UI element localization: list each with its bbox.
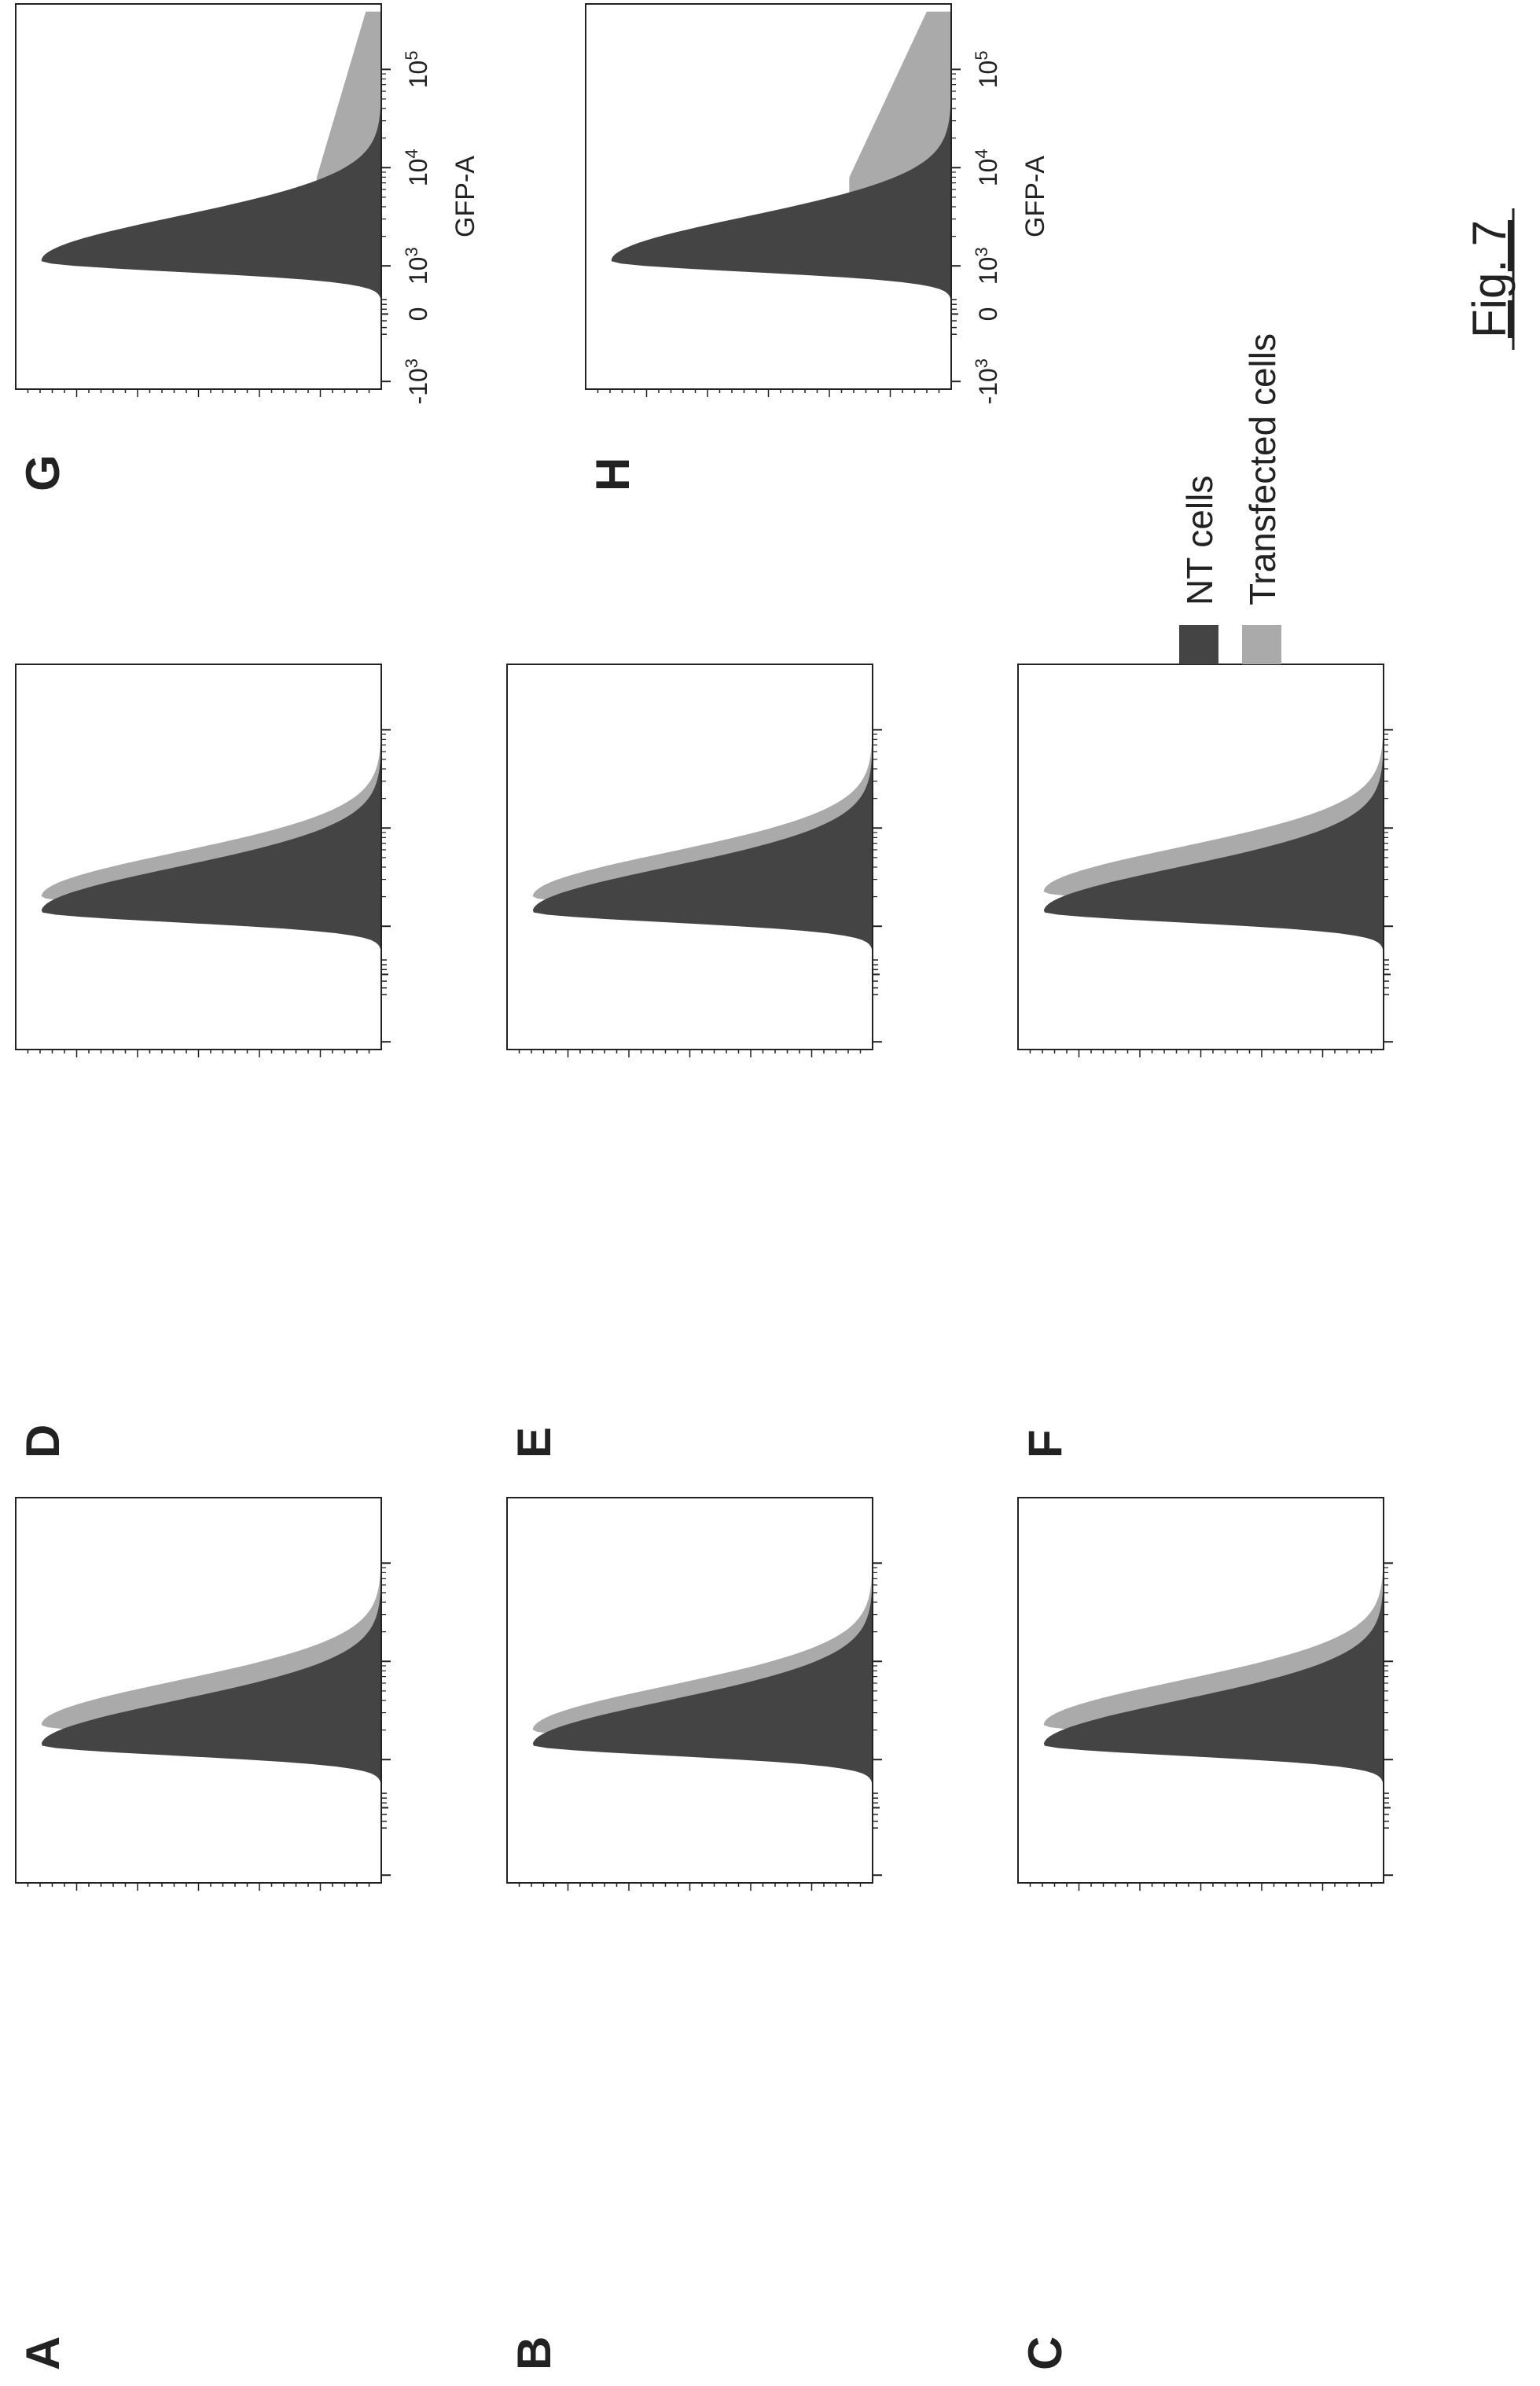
histogram-transfected-cells: [1043, 671, 1384, 1042]
panel-label: H: [586, 458, 639, 491]
histogram-transfected-cells: [41, 1505, 381, 1876]
histogram-panel-b: B: [506, 1497, 882, 2370]
histogram-nt-cells: [41, 11, 381, 382]
panel-label: D: [17, 1425, 69, 1458]
histogram-nt-cells: [611, 11, 951, 382]
histogram-transfected-cells: [532, 1505, 873, 1876]
histogram-panel-d: D: [15, 664, 391, 1458]
histogram-panel-a: A: [15, 1497, 391, 2370]
legend-label-nt-cells: NT cells: [1179, 476, 1220, 605]
histogram-nt-cells: [1043, 1505, 1384, 1876]
legend: NT cells Transfected cells: [1179, 333, 1283, 664]
panel-label: E: [508, 1427, 561, 1458]
histogram-nt-cells: [1043, 671, 1384, 1042]
panel-label: A: [17, 2336, 69, 2370]
x-tick-label: 104: [972, 149, 1002, 186]
histogram-nt-cells: [41, 1505, 381, 1876]
histogram-panel-g: -103 0 103 104 105 GFP-A G: [15, 3, 480, 491]
histogram-transfected-cells: [532, 671, 873, 1042]
histogram-nt-cells: [41, 671, 381, 1042]
x-tick-label: -103: [402, 358, 432, 405]
x-tick-label: 105: [972, 50, 1002, 88]
x-tick-label: 103: [972, 247, 1002, 285]
x-tick-label: 103: [402, 247, 432, 285]
histogram-nt-cells: [532, 671, 873, 1042]
x-tick-label: 0: [404, 307, 432, 322]
histogram-transfected-cells: [1043, 1505, 1384, 1876]
histogram-panel-f: F: [1017, 664, 1393, 1458]
x-tick-label: 104: [402, 149, 432, 186]
legend-swatch-nt-cells: [1179, 625, 1218, 664]
panel-label: G: [17, 454, 69, 491]
histogram-nt-cells: [532, 1505, 873, 1876]
legend-swatch-transfected-cells: [1242, 625, 1281, 664]
histogram-panel-h: -103 0 103 104 105 GFP-A H: [585, 3, 1050, 491]
panel-label: C: [1019, 2336, 1071, 2370]
x-tick-label: 105: [402, 50, 432, 88]
histogram-panel-c: C: [1017, 1497, 1393, 2370]
histogram-transfected-cells: [41, 671, 381, 1042]
figure-caption: Fig. 7: [1463, 220, 1516, 338]
histogram-panel-e: E: [506, 664, 882, 1458]
x-tick-label: -103: [972, 358, 1002, 405]
panel-label: B: [508, 2336, 561, 2370]
legend-label-transfected-cells: Transfected cells: [1242, 333, 1283, 605]
x-tick-label: 0: [974, 307, 1002, 322]
panel-label: F: [1019, 1429, 1071, 1458]
x-axis-label: GFP-A: [450, 156, 480, 237]
x-axis-label: GFP-A: [1020, 156, 1050, 237]
